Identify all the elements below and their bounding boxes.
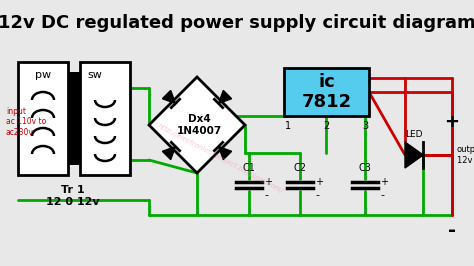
Text: LED: LED (405, 130, 423, 139)
Bar (80, 62, 130, 175)
Text: -: - (448, 221, 456, 239)
Bar (284, 68, 369, 116)
Polygon shape (405, 142, 423, 168)
Text: Dx4
1N4007: Dx4 1N4007 (176, 114, 222, 136)
Polygon shape (163, 90, 175, 103)
Text: C2: C2 (293, 163, 307, 173)
Polygon shape (163, 147, 175, 160)
Polygon shape (219, 90, 232, 103)
Text: http://electronics4project.blogspot.com/: http://electronics4project.blogspot.com/ (156, 122, 284, 194)
Text: sw: sw (88, 70, 102, 80)
Polygon shape (219, 147, 232, 160)
Text: +: + (380, 177, 388, 187)
Text: +: + (445, 113, 459, 131)
Text: +: + (264, 177, 272, 187)
Text: 1: 1 (285, 121, 291, 131)
Text: ic
7812: ic 7812 (301, 73, 352, 111)
Text: C1: C1 (243, 163, 255, 173)
Text: 2: 2 (323, 121, 329, 131)
Text: -: - (315, 190, 319, 200)
Bar (68, 72, 80, 165)
Text: -: - (380, 190, 384, 200)
Text: C3: C3 (358, 163, 372, 173)
Text: 3: 3 (362, 121, 368, 131)
Bar (18, 62, 68, 175)
Text: output
12v DC: output 12v DC (457, 145, 474, 165)
Text: +: + (315, 177, 323, 187)
Text: -: - (264, 190, 268, 200)
Polygon shape (149, 77, 245, 173)
Text: 12v DC regulated power supply circuit diagram: 12v DC regulated power supply circuit di… (0, 14, 474, 32)
Text: Tr 1
12 0 12v: Tr 1 12 0 12v (46, 185, 100, 207)
Text: pw: pw (35, 70, 51, 80)
Text: input
ac 110v to
ac230v: input ac 110v to ac230v (6, 107, 46, 137)
